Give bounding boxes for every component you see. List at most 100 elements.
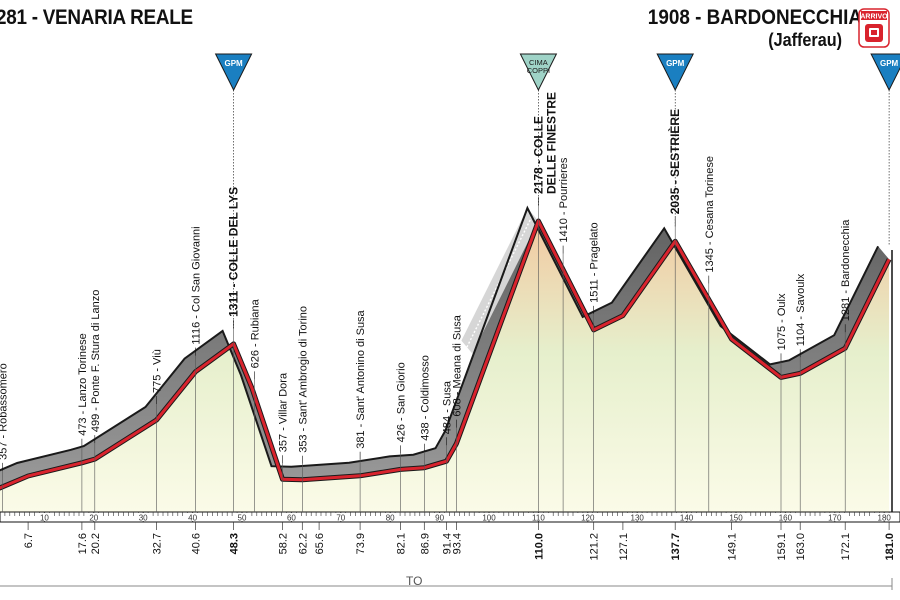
km-reading: 82.1 bbox=[396, 533, 408, 554]
km-tick-label: 160 bbox=[779, 514, 793, 523]
km-tick-label-bg bbox=[332, 513, 349, 521]
km-tick-label-bg bbox=[626, 513, 648, 521]
km-tick-label: 60 bbox=[287, 514, 296, 523]
gpm-label: GPM bbox=[880, 59, 899, 68]
km-reading: 40.6 bbox=[191, 533, 203, 554]
place-label: 626 - Rubiana bbox=[249, 298, 261, 368]
km-reading: 32.7 bbox=[152, 533, 164, 554]
km-reading: 86.9 bbox=[419, 533, 431, 554]
place-label: 1075 - Oulx bbox=[776, 293, 788, 350]
place-label: 775 - Viù bbox=[152, 349, 164, 393]
km-tick-label: 130 bbox=[631, 514, 645, 523]
km-tick-label-bg bbox=[676, 513, 698, 521]
km-reading: 73.9 bbox=[355, 533, 367, 554]
km-tick-label-bg bbox=[527, 513, 549, 521]
km-reading: 172.1 bbox=[840, 533, 852, 561]
place-label: 1281 - Bardonecchia bbox=[840, 219, 852, 321]
km-tick-label-bg bbox=[431, 513, 448, 521]
place-label: 499 - Ponte F. Stura di Lanzo bbox=[90, 290, 102, 432]
province-label: TO bbox=[406, 574, 423, 588]
cima-coppi-label-line2: COPPI bbox=[527, 66, 550, 75]
place-label: 608 - Meana di Susa bbox=[451, 314, 463, 416]
place-label: 381 - Sant' Antonino di Susa bbox=[355, 309, 367, 448]
km-tick-label: 100 bbox=[482, 514, 496, 523]
place-label: 484 - Susa bbox=[442, 380, 454, 434]
place-labels-layer: 357 - Robassomero 473 - Lanzo Torinese499… bbox=[0, 92, 852, 460]
km-tick-label: 20 bbox=[89, 514, 98, 523]
km-tick-label: 120 bbox=[581, 514, 595, 523]
km-reading: 149.1 bbox=[727, 533, 739, 561]
km-tick-label-bg bbox=[774, 513, 796, 521]
km-tick-label: 70 bbox=[336, 514, 345, 523]
place-label-line2: DELLE FINESTRE bbox=[544, 92, 558, 194]
km-tick-label: 40 bbox=[188, 514, 197, 523]
km-reading: 62.2 bbox=[297, 533, 309, 554]
km-axis-band bbox=[0, 511, 900, 523]
cima-coppi-triangle-icon bbox=[519, 53, 558, 92]
start-city-title: 281 - VENARIA REALE bbox=[0, 6, 193, 29]
km-tick-label: 30 bbox=[139, 514, 148, 523]
km-tick-label-bg bbox=[184, 513, 201, 521]
finish-city-title: 1908 - BARDONECCHIA bbox=[647, 6, 862, 29]
place-label: 1410 - Pourrieres bbox=[558, 157, 570, 242]
km-reading: 6.7 bbox=[23, 533, 35, 548]
km-tick-label: 140 bbox=[680, 514, 694, 523]
gpm-label: GPM bbox=[224, 59, 243, 68]
profile-area-layer bbox=[0, 205, 893, 514]
km-reading: 163.0 bbox=[795, 533, 807, 561]
km-tick-label-bg bbox=[577, 513, 599, 521]
km-reading: 20.2 bbox=[90, 533, 102, 554]
gpm-triangle-icon bbox=[214, 53, 253, 92]
km-reading: 58.2 bbox=[278, 533, 290, 554]
km-reading: 48.3 bbox=[229, 533, 241, 554]
km-tick-label-bg bbox=[283, 513, 300, 521]
km-reading: 121.2 bbox=[589, 533, 601, 561]
km-tick-label: 110 bbox=[532, 514, 545, 523]
km-reading: 127.1 bbox=[618, 533, 630, 561]
km-tick-label-bg bbox=[36, 513, 53, 521]
place-label: 473 - Lanzo Torinese bbox=[77, 333, 89, 436]
km-tick-label: 10 bbox=[40, 514, 49, 523]
sterrato-dashed-line bbox=[466, 214, 534, 348]
place-label: 357 - Robassomero bbox=[0, 363, 9, 460]
km-tick-label-bg bbox=[85, 513, 102, 521]
km-reading: 91.4 bbox=[442, 533, 454, 554]
place-label: 1345 - Cesana Torinese bbox=[704, 156, 716, 273]
road-line bbox=[0, 219, 891, 490]
km-tick-label-bg bbox=[478, 513, 500, 521]
km-tick-label: 90 bbox=[435, 514, 444, 523]
km-tick-label: 150 bbox=[729, 514, 743, 523]
profile-fill bbox=[0, 221, 890, 512]
km-reading: 159.1 bbox=[776, 533, 788, 561]
place-label: 1311 - COLLE DEL LYS bbox=[227, 187, 241, 317]
km-tick-label-bg bbox=[382, 513, 399, 521]
km-tick-label: 170 bbox=[828, 514, 842, 523]
km-tick-label-bg bbox=[725, 513, 747, 521]
axis-layer: 10 20 30 40 50 60 70 80 90 100 110 120 130 140 150 160 1… bbox=[0, 511, 900, 590]
km-tick-label-bg bbox=[234, 513, 250, 521]
km-tick-label: 80 bbox=[386, 514, 395, 523]
km-reading: 65.6 bbox=[314, 533, 326, 554]
km-tick-label-bg bbox=[873, 513, 895, 521]
km-tick-label: 180 bbox=[878, 514, 892, 523]
km-reading: 93.4 bbox=[451, 533, 463, 554]
place-label: 438 - Coldimosso bbox=[419, 355, 431, 441]
place-label: 1104 - Savoulx bbox=[795, 273, 807, 346]
finish-city-subtitle: (Jafferau) bbox=[768, 30, 842, 50]
place-label: 2178 - COLLE bbox=[531, 116, 545, 194]
gpm-triangle-icon bbox=[656, 53, 695, 92]
place-label: 1116 - Col San Giovanni bbox=[191, 226, 203, 344]
place-label: 357 - Villar Dora bbox=[278, 372, 290, 452]
km-reading: 137.7 bbox=[670, 533, 682, 561]
km-tick-label: 50 bbox=[238, 514, 247, 523]
place-label: 353 - Sant' Ambrogio di Torino bbox=[297, 306, 309, 453]
gpm-triangle-icon bbox=[870, 53, 900, 92]
km-reading: 110.0 bbox=[533, 533, 545, 560]
finish-badge-label: ARRIVO bbox=[860, 14, 888, 21]
place-label: 426 - San Giorio bbox=[396, 362, 408, 442]
km-reading: 17.6 bbox=[77, 533, 89, 554]
km-tick-label-bg bbox=[135, 513, 152, 521]
cima-coppi-label: CIMA bbox=[529, 58, 548, 67]
km-tick-label-bg bbox=[824, 513, 846, 521]
